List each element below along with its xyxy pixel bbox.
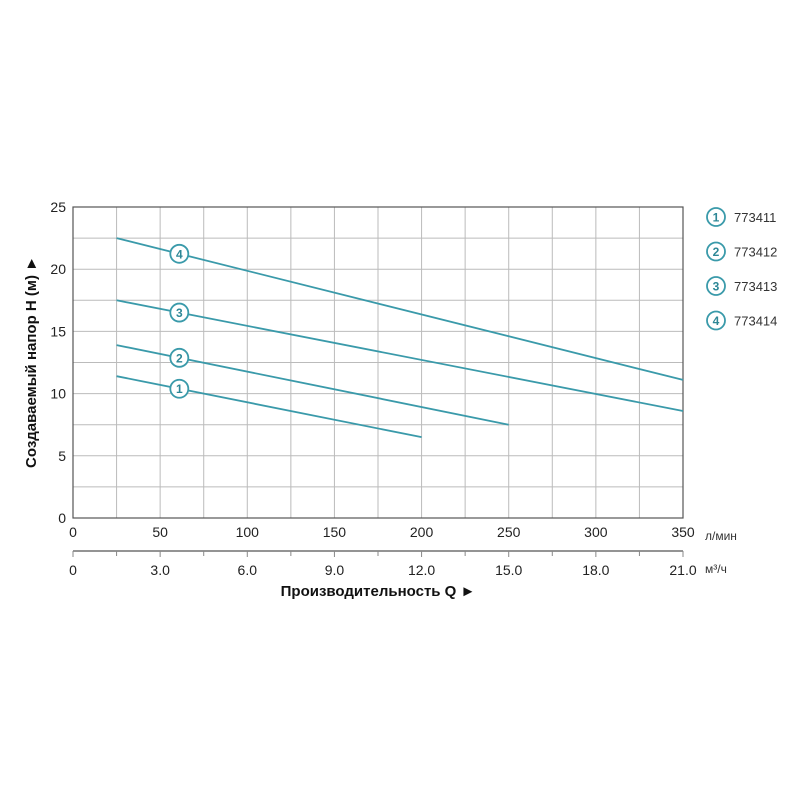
x-unit-label: л/мин	[705, 529, 737, 543]
x-tick-label: 50	[152, 524, 168, 540]
legend-marker-circle	[706, 310, 726, 331]
legend-marker-label: 2	[713, 245, 720, 259]
legend-entry: 773412	[734, 245, 777, 260]
x-tick-label: 250	[497, 524, 521, 540]
series-marker-circle	[169, 243, 190, 264]
series-line-773413	[116, 299, 684, 412]
x-axis-title: Производительность Q ►	[281, 583, 476, 600]
legend-marker-label: 4	[713, 314, 720, 328]
series-marker-circle	[169, 347, 190, 368]
y-tick-label: 15	[50, 323, 66, 339]
legend-marker-circle	[706, 207, 726, 227]
legend-entry: 773411	[734, 210, 776, 225]
y-axis-title: Создаваемый напор H (м) ►	[23, 256, 40, 468]
legend-marker-circle	[706, 276, 726, 296]
plot-frame	[72, 206, 684, 519]
y-tick-label: 5	[58, 448, 66, 464]
y-tick-label: 20	[50, 261, 66, 277]
series-marker-label: 3	[176, 306, 183, 320]
x2-tick-label: 15.0	[495, 562, 522, 578]
legend-entry: 773413	[734, 279, 777, 294]
x2-tick-label: 21.0	[669, 562, 696, 578]
grid	[72, 206, 684, 557]
y-tick-label: 0	[58, 510, 66, 526]
series-marker-circle	[169, 378, 190, 399]
legend-marker-label: 1	[713, 211, 720, 225]
x-tick-label: 350	[671, 524, 695, 540]
x2-tick-label: 18.0	[582, 562, 609, 578]
series-marker-label: 4	[176, 247, 183, 261]
legend: 1 773411 2 773412 3 773413 4 773414	[706, 207, 777, 331]
series-marker-label: 1	[176, 382, 183, 396]
x2-tick-label: 6.0	[238, 562, 258, 578]
series-line-773411	[116, 375, 422, 439]
legend-marker-circle	[706, 241, 726, 262]
x2-unit-label: м³/ч	[705, 562, 727, 576]
series-lines: 1 2 3 4	[116, 237, 684, 439]
series-marker-label: 2	[176, 351, 183, 365]
x2-tick-label: 0	[69, 562, 77, 578]
x-tick-label: 200	[410, 524, 434, 540]
x-tick-label: 150	[323, 524, 347, 540]
x2-tick-label: 12.0	[408, 562, 435, 578]
y-tick-label: 25	[50, 199, 66, 215]
series-marker-circle	[169, 302, 190, 323]
x2-tick-label: 9.0	[325, 562, 345, 578]
x-tick-label: 100	[236, 524, 260, 540]
x-tick-label: 0	[69, 524, 77, 540]
legend-entry: 773414	[734, 314, 777, 329]
x-tick-label: 300	[584, 524, 608, 540]
legend-marker-label: 3	[713, 280, 720, 294]
y-tick-label: 10	[50, 386, 66, 402]
x2-tick-label: 3.0	[150, 562, 170, 578]
series-line-773414	[116, 237, 684, 381]
